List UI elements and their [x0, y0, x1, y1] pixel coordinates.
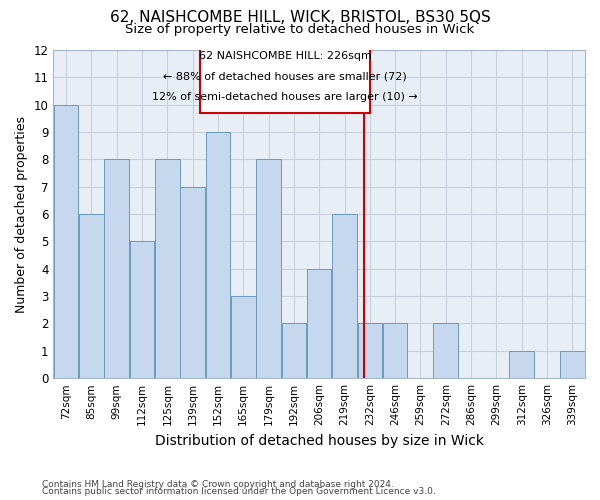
Bar: [509, 351, 534, 378]
Bar: [104, 160, 129, 378]
Bar: [54, 104, 79, 378]
Bar: [383, 324, 407, 378]
Bar: [231, 296, 256, 378]
X-axis label: Distribution of detached houses by size in Wick: Distribution of detached houses by size …: [155, 434, 484, 448]
Bar: [256, 160, 281, 378]
Bar: [79, 214, 104, 378]
Bar: [200, 40, 370, 113]
Bar: [307, 269, 331, 378]
Bar: [155, 160, 179, 378]
Text: Contains public sector information licensed under the Open Government Licence v3: Contains public sector information licen…: [42, 488, 436, 496]
Bar: [130, 242, 154, 378]
Text: 12% of semi-detached houses are larger (10) →: 12% of semi-detached houses are larger (…: [152, 92, 418, 102]
Bar: [206, 132, 230, 378]
Y-axis label: Number of detached properties: Number of detached properties: [15, 116, 28, 312]
Bar: [560, 351, 584, 378]
Text: 62 NAISHCOMBE HILL: 226sqm: 62 NAISHCOMBE HILL: 226sqm: [199, 52, 371, 62]
Bar: [181, 186, 205, 378]
Bar: [332, 214, 357, 378]
Text: 62, NAISHCOMBE HILL, WICK, BRISTOL, BS30 5QS: 62, NAISHCOMBE HILL, WICK, BRISTOL, BS30…: [110, 10, 490, 25]
Bar: [358, 324, 382, 378]
Text: ← 88% of detached houses are smaller (72): ← 88% of detached houses are smaller (72…: [163, 72, 407, 82]
Bar: [433, 324, 458, 378]
Bar: [281, 324, 306, 378]
Text: Contains HM Land Registry data © Crown copyright and database right 2024.: Contains HM Land Registry data © Crown c…: [42, 480, 394, 489]
Text: Size of property relative to detached houses in Wick: Size of property relative to detached ho…: [125, 22, 475, 36]
